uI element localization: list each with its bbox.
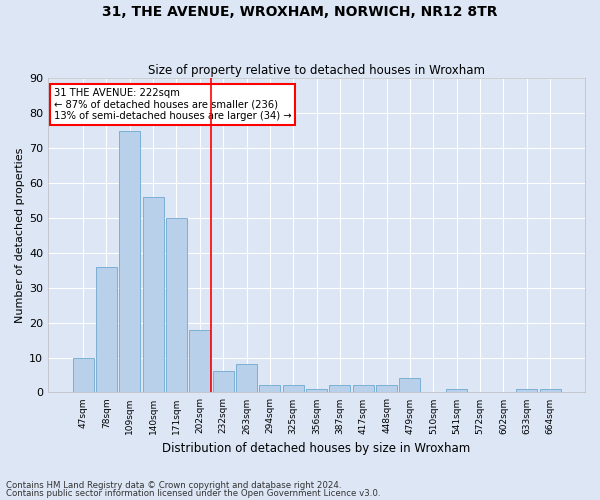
Bar [236, 364, 257, 392]
Bar [143, 197, 164, 392]
Bar [190, 330, 211, 392]
Y-axis label: Number of detached properties: Number of detached properties [15, 148, 25, 323]
Bar [376, 386, 397, 392]
Text: 31, THE AVENUE, WROXHAM, NORWICH, NR12 8TR: 31, THE AVENUE, WROXHAM, NORWICH, NR12 8… [102, 5, 498, 19]
Bar [400, 378, 421, 392]
Text: Contains HM Land Registry data © Crown copyright and database right 2024.: Contains HM Land Registry data © Crown c… [6, 480, 341, 490]
Text: Contains public sector information licensed under the Open Government Licence v3: Contains public sector information licen… [6, 489, 380, 498]
Bar [166, 218, 187, 392]
Bar [329, 386, 350, 392]
Bar [96, 266, 117, 392]
Bar [259, 386, 280, 392]
Bar [446, 389, 467, 392]
Bar [283, 386, 304, 392]
Bar [539, 389, 560, 392]
X-axis label: Distribution of detached houses by size in Wroxham: Distribution of detached houses by size … [163, 442, 471, 455]
Bar [353, 386, 374, 392]
Text: 31 THE AVENUE: 222sqm
← 87% of detached houses are smaller (236)
13% of semi-det: 31 THE AVENUE: 222sqm ← 87% of detached … [53, 88, 291, 121]
Bar [212, 372, 233, 392]
Title: Size of property relative to detached houses in Wroxham: Size of property relative to detached ho… [148, 64, 485, 77]
Bar [516, 389, 537, 392]
Bar [306, 389, 327, 392]
Bar [119, 130, 140, 392]
Bar [73, 358, 94, 392]
